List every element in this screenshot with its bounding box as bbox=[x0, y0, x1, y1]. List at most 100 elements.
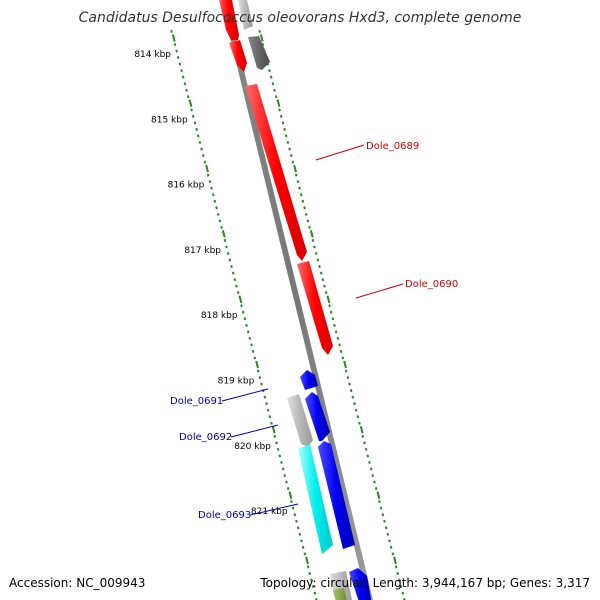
scale-tick-minor-right bbox=[388, 539, 391, 543]
scale-tick-minor-left bbox=[256, 369, 260, 373]
scale-tick-minor-left bbox=[233, 278, 237, 282]
gene-feature-cyan bbox=[298, 444, 333, 554]
scale-tick-minor-left bbox=[310, 578, 313, 582]
scale-tick-major-right bbox=[393, 556, 397, 565]
scale-tick-label: 821 kbp bbox=[251, 507, 288, 517]
scale-tick-major-left bbox=[288, 491, 293, 499]
gene-feature-dole-0692 bbox=[305, 392, 330, 441]
scale-tick-minor-right bbox=[379, 506, 383, 510]
scale-tick-major-right bbox=[326, 295, 331, 303]
gene-feature-darkgray-top bbox=[248, 36, 270, 70]
scale-tick-minor-right bbox=[294, 173, 298, 177]
scale-tick-minor-right bbox=[341, 356, 345, 360]
gene-label-dole-0690[interactable]: Dole_0690 bbox=[405, 279, 458, 290]
scale-tick-minor-right bbox=[306, 219, 310, 223]
scale-tick-minor-right bbox=[314, 251, 318, 255]
scale-tick-minor-left bbox=[215, 206, 218, 210]
scale-tick-minor-right bbox=[321, 278, 325, 282]
scale-tick-minor-right bbox=[351, 395, 355, 399]
label-line-dole-0690 bbox=[355, 283, 404, 299]
scale-tick-minor-left bbox=[195, 127, 198, 131]
scale-tick-major-left bbox=[305, 556, 309, 565]
scale-tick-minor-left bbox=[258, 376, 262, 380]
label-line-dole-0689 bbox=[315, 144, 365, 161]
scale-tick-minor-right bbox=[286, 140, 290, 144]
scale-tick-major-right bbox=[293, 164, 297, 173]
scale-tick-minor-left bbox=[298, 532, 302, 536]
genome-title: Candidatus Desulfococcus oleovorans Hxd3… bbox=[79, 10, 522, 26]
scale-tick-minor-right bbox=[313, 245, 316, 249]
scale-tick-minor-right bbox=[401, 591, 405, 595]
scale-tick-major-left bbox=[221, 230, 226, 238]
gene-feature-gray-top bbox=[238, 0, 253, 30]
scale-tick-minor-left bbox=[246, 330, 250, 334]
scale-tick-minor-right bbox=[349, 389, 353, 393]
scale-tick-minor-right bbox=[284, 134, 288, 138]
gene-feature-dole-0691 bbox=[300, 370, 318, 390]
scale-tick-minor-right bbox=[356, 415, 360, 419]
scale-tick-minor-right bbox=[324, 291, 328, 295]
gene-feature-bottom-olive bbox=[333, 588, 347, 600]
gene-label-dole-0692[interactable]: Dole_0692 bbox=[179, 432, 232, 443]
scale-tick-minor-left bbox=[216, 212, 220, 216]
scale-tick-minor-left bbox=[200, 147, 203, 151]
scale-tick-minor-left bbox=[296, 526, 300, 530]
scale-tick-minor-right bbox=[394, 565, 398, 569]
scale-tick-minor-left bbox=[236, 291, 240, 295]
scale-tick-minor-left bbox=[220, 225, 223, 229]
scale-tick-minor-right bbox=[289, 154, 293, 158]
scale-tick-minor-right bbox=[323, 284, 326, 288]
scale-tick-minor-left bbox=[245, 323, 248, 327]
scale-tick-label: 814 kbp bbox=[134, 50, 171, 60]
gene-label-dole-0691[interactable]: Dole_0691 bbox=[170, 396, 223, 407]
scale-tick-major-left bbox=[255, 360, 259, 369]
scale-tick-major-left bbox=[188, 99, 193, 108]
scale-tick-minor-left bbox=[295, 519, 298, 523]
scale-tick-minor-left bbox=[196, 134, 200, 138]
scale-tick-minor-right bbox=[288, 147, 291, 151]
scale-tick-major-left bbox=[171, 34, 176, 42]
scale-tick-minor-right bbox=[281, 121, 285, 125]
scale-tick-minor-right bbox=[319, 271, 323, 275]
scale-tick-minor-right bbox=[279, 114, 283, 118]
scale-tick-minor-right bbox=[363, 441, 366, 445]
scale-tick-minor-right bbox=[373, 480, 376, 484]
scale-tick-minor-right bbox=[329, 310, 333, 314]
scale-tick-minor-right bbox=[278, 108, 281, 112]
scale-tick-minor-right bbox=[308, 225, 311, 229]
scale-tick-minor-left bbox=[201, 154, 205, 158]
scale-tick-minor-left bbox=[180, 69, 183, 73]
gene-label-dole-0689[interactable]: Dole_0689 bbox=[366, 141, 419, 152]
scale-tick-minor-left bbox=[300, 539, 303, 543]
scale-tick-minor-left bbox=[218, 219, 222, 223]
scale-tick-minor-left bbox=[226, 251, 230, 255]
scale-tick-minor-left bbox=[281, 467, 285, 471]
accession-text: Accession: NC_009943 bbox=[9, 576, 145, 590]
scale-tick-minor-right bbox=[328, 304, 331, 308]
scale-tick-minor-left bbox=[185, 88, 188, 92]
scale-tick-minor-left bbox=[241, 310, 245, 314]
gene-feature-bottom-blue bbox=[349, 568, 372, 600]
scale-tick-minor-left bbox=[265, 402, 268, 406]
scale-tick-minor-left bbox=[170, 29, 173, 33]
scale-tick-minor-right bbox=[346, 376, 350, 380]
scale-tick-minor-right bbox=[396, 571, 400, 575]
scale-tick-minor-right bbox=[381, 513, 385, 517]
gene-label-dole-0693[interactable]: Dole_0693 bbox=[198, 510, 251, 521]
scale-tick-major-right bbox=[259, 34, 264, 42]
scale-tick-minor-left bbox=[243, 317, 247, 321]
scale-tick-minor-right bbox=[369, 467, 373, 471]
scale-tick-minor-left bbox=[206, 173, 210, 177]
scale-tick-minor-left bbox=[190, 108, 193, 112]
scale-tick-minor-right bbox=[339, 349, 343, 353]
scale-tick-minor-right bbox=[334, 330, 338, 334]
scale-tick-minor-left bbox=[225, 245, 228, 249]
scale-tick-minor-left bbox=[193, 121, 197, 125]
scale-tick-major-right bbox=[359, 426, 364, 434]
scale-ticks: 814 kbp 815 kbp 816 kbp 817 kbp 818 kbp 819 k… bbox=[134, 29, 406, 600]
scale-tick-major-left bbox=[271, 426, 276, 434]
label-line-dole-0692 bbox=[230, 424, 279, 438]
scale-tick-minor-left bbox=[308, 571, 312, 575]
scale-tick-minor-left bbox=[280, 460, 283, 464]
scale-tick-minor-left bbox=[303, 552, 307, 556]
